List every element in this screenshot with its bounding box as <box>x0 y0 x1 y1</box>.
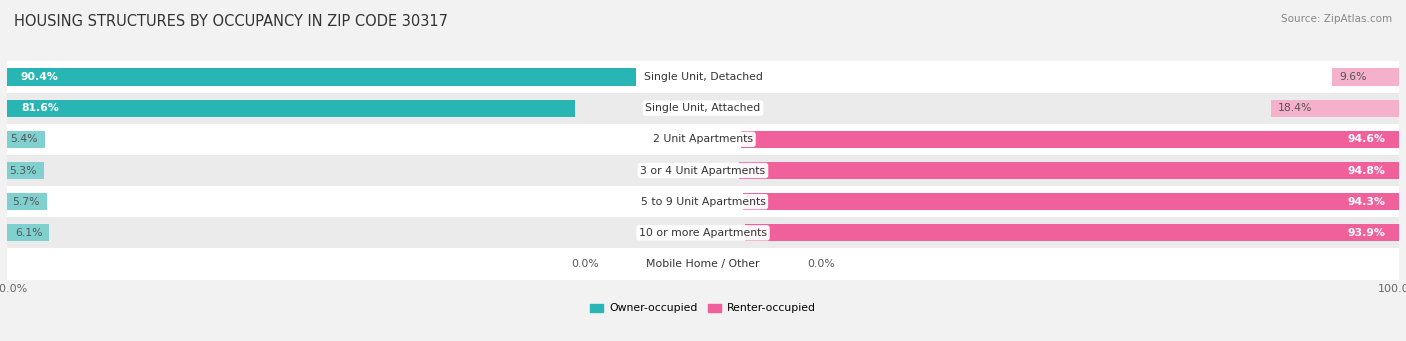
Bar <box>7 61 1399 92</box>
Text: 5.7%: 5.7% <box>13 197 39 207</box>
Text: 93.9%: 93.9% <box>1347 228 1385 238</box>
Bar <box>7 162 44 179</box>
Text: 5.4%: 5.4% <box>10 134 38 144</box>
Bar <box>7 193 46 210</box>
Text: 90.4%: 90.4% <box>21 72 59 82</box>
Text: 0.0%: 0.0% <box>571 259 599 269</box>
Text: Single Unit, Attached: Single Unit, Attached <box>645 103 761 113</box>
Bar <box>7 217 1399 249</box>
Bar <box>7 69 636 86</box>
Bar <box>7 131 45 148</box>
Bar <box>7 186 1399 217</box>
Legend: Owner-occupied, Renter-occupied: Owner-occupied, Renter-occupied <box>591 303 815 313</box>
Bar <box>740 162 1399 179</box>
Bar <box>742 193 1399 210</box>
Text: 94.3%: 94.3% <box>1347 197 1385 207</box>
Text: 5.3%: 5.3% <box>10 165 37 176</box>
Text: 94.8%: 94.8% <box>1347 165 1385 176</box>
Bar <box>7 100 575 117</box>
Bar <box>745 224 1399 241</box>
Text: 10 or more Apartments: 10 or more Apartments <box>638 228 768 238</box>
Text: 5 to 9 Unit Apartments: 5 to 9 Unit Apartments <box>641 197 765 207</box>
Bar <box>1271 100 1399 117</box>
Text: Source: ZipAtlas.com: Source: ZipAtlas.com <box>1281 14 1392 24</box>
Bar <box>7 155 1399 186</box>
Text: 2 Unit Apartments: 2 Unit Apartments <box>652 134 754 144</box>
Bar <box>741 131 1399 148</box>
Bar <box>7 92 1399 124</box>
Text: 3 or 4 Unit Apartments: 3 or 4 Unit Apartments <box>641 165 765 176</box>
Bar <box>7 249 1399 280</box>
Text: Mobile Home / Other: Mobile Home / Other <box>647 259 759 269</box>
Text: 9.6%: 9.6% <box>1339 72 1367 82</box>
Bar <box>7 124 1399 155</box>
Text: 0.0%: 0.0% <box>807 259 835 269</box>
Bar <box>1331 69 1399 86</box>
Text: 81.6%: 81.6% <box>21 103 59 113</box>
Text: 18.4%: 18.4% <box>1278 103 1312 113</box>
Bar <box>7 224 49 241</box>
Text: Single Unit, Detached: Single Unit, Detached <box>644 72 762 82</box>
Text: 6.1%: 6.1% <box>15 228 42 238</box>
Text: 94.6%: 94.6% <box>1347 134 1385 144</box>
Text: HOUSING STRUCTURES BY OCCUPANCY IN ZIP CODE 30317: HOUSING STRUCTURES BY OCCUPANCY IN ZIP C… <box>14 14 449 29</box>
